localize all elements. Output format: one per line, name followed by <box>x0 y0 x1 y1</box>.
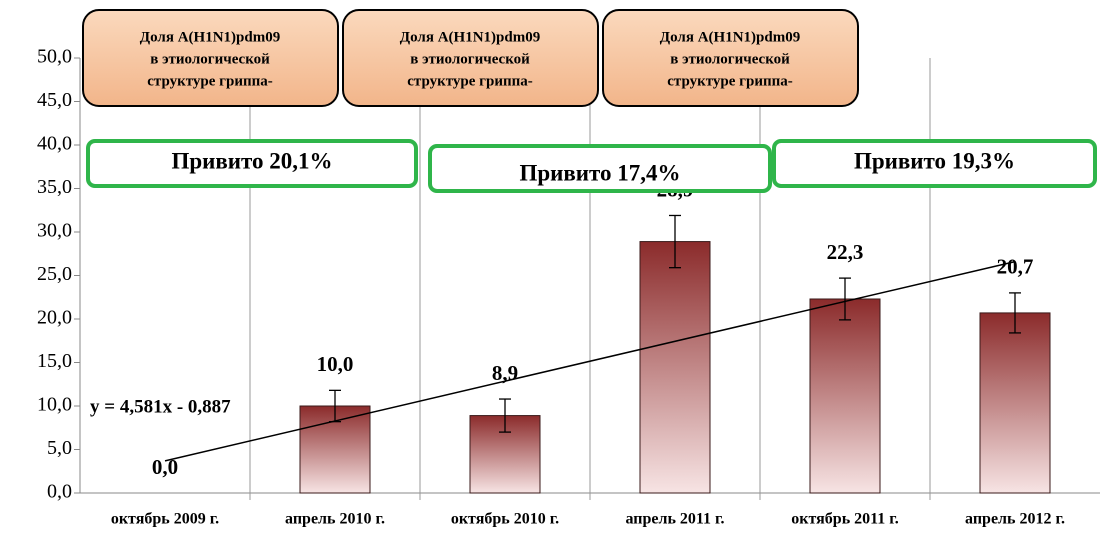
y-tick-label: 35,0 <box>37 176 72 198</box>
annotation-line: в этиологической <box>410 51 530 67</box>
value-label: 22,3 <box>827 240 864 264</box>
x-tick-label: апрель 2010 г. <box>285 511 385 528</box>
y-tick-label: 10,0 <box>37 394 72 416</box>
vaccinated-label: Привито 19,3% <box>854 148 1015 173</box>
annotation: Доля A(H1N1)pdm09 в этиологической структу… <box>602 9 859 107</box>
x-tick-label: апрель 2011 г. <box>625 511 724 528</box>
vaccinated-label: Привито 17,4% <box>519 160 680 185</box>
annotation-line: Доля A(H1N1)pdm09 <box>400 29 540 45</box>
bar <box>299 405 371 494</box>
vaccinated-box <box>772 139 1097 188</box>
value-label: 10,0 <box>317 352 354 376</box>
bar <box>979 312 1051 494</box>
vaccinated-box <box>86 139 418 188</box>
x-tick-label: апрель 2012 г. <box>965 511 1065 528</box>
annotation-line: структуре гриппа- <box>147 73 273 89</box>
y-tick-label: 30,0 <box>37 220 72 242</box>
y-tick-label: 15,0 <box>37 350 72 372</box>
annotation-line: структуре гриппа- <box>407 73 533 89</box>
annotation-line: Доля A(H1N1)pdm09 <box>140 29 280 45</box>
annotation-text: Доля A(H1N1)pdm09 в этиологической структу… <box>400 29 540 89</box>
annotation-text: Доля A(H1N1)pdm09 в этиологической структу… <box>140 29 280 89</box>
x-tick-label: октябрь 2010 г. <box>451 511 559 528</box>
x-tick-label: октябрь 2011 г. <box>791 511 898 528</box>
error-bar <box>499 398 511 433</box>
category-separators <box>249 58 931 500</box>
annotation-text: Доля A(H1N1)pdm09 в этиологической структу… <box>660 29 800 89</box>
annotation-box <box>602 9 859 107</box>
error-bar <box>839 277 851 321</box>
y-tick-label: 25,0 <box>37 263 72 285</box>
y-tick-label: 20,0 <box>37 307 72 329</box>
error-bar <box>669 214 681 269</box>
annotation-box <box>82 9 339 107</box>
y-tick-label: 45,0 <box>37 89 72 111</box>
annotation: Доля A(H1N1)pdm09 в этиологической структу… <box>82 9 339 107</box>
value-label: 20,7 <box>997 255 1034 279</box>
trendline <box>164 260 1016 462</box>
bar <box>809 298 881 494</box>
bar <box>639 241 711 494</box>
y-tick-label: 50,0 <box>37 46 72 68</box>
vaccinated-label: Привито 20,1% <box>171 148 332 173</box>
error-bar <box>1009 292 1021 334</box>
y-tick-label: 0,0 <box>47 481 72 503</box>
annotation: Доля A(H1N1)pdm09 в этиологической структу… <box>342 9 599 107</box>
y-tick-label: 5,0 <box>47 437 72 459</box>
vaccinated-box <box>428 144 772 193</box>
annotation-line: в этиологической <box>670 51 790 67</box>
x-tick-label: октябрь 2009 г. <box>111 511 219 528</box>
trendline-equation: y = 4,581x - 0,887 <box>90 396 231 417</box>
annotation-line: структуре гриппа- <box>667 73 793 89</box>
y-tick-label: 40,0 <box>37 133 72 155</box>
annotation-line: Доля A(H1N1)pdm09 <box>660 29 800 45</box>
annotation-box <box>342 9 599 107</box>
annotation-line: в этиологической <box>150 51 270 67</box>
